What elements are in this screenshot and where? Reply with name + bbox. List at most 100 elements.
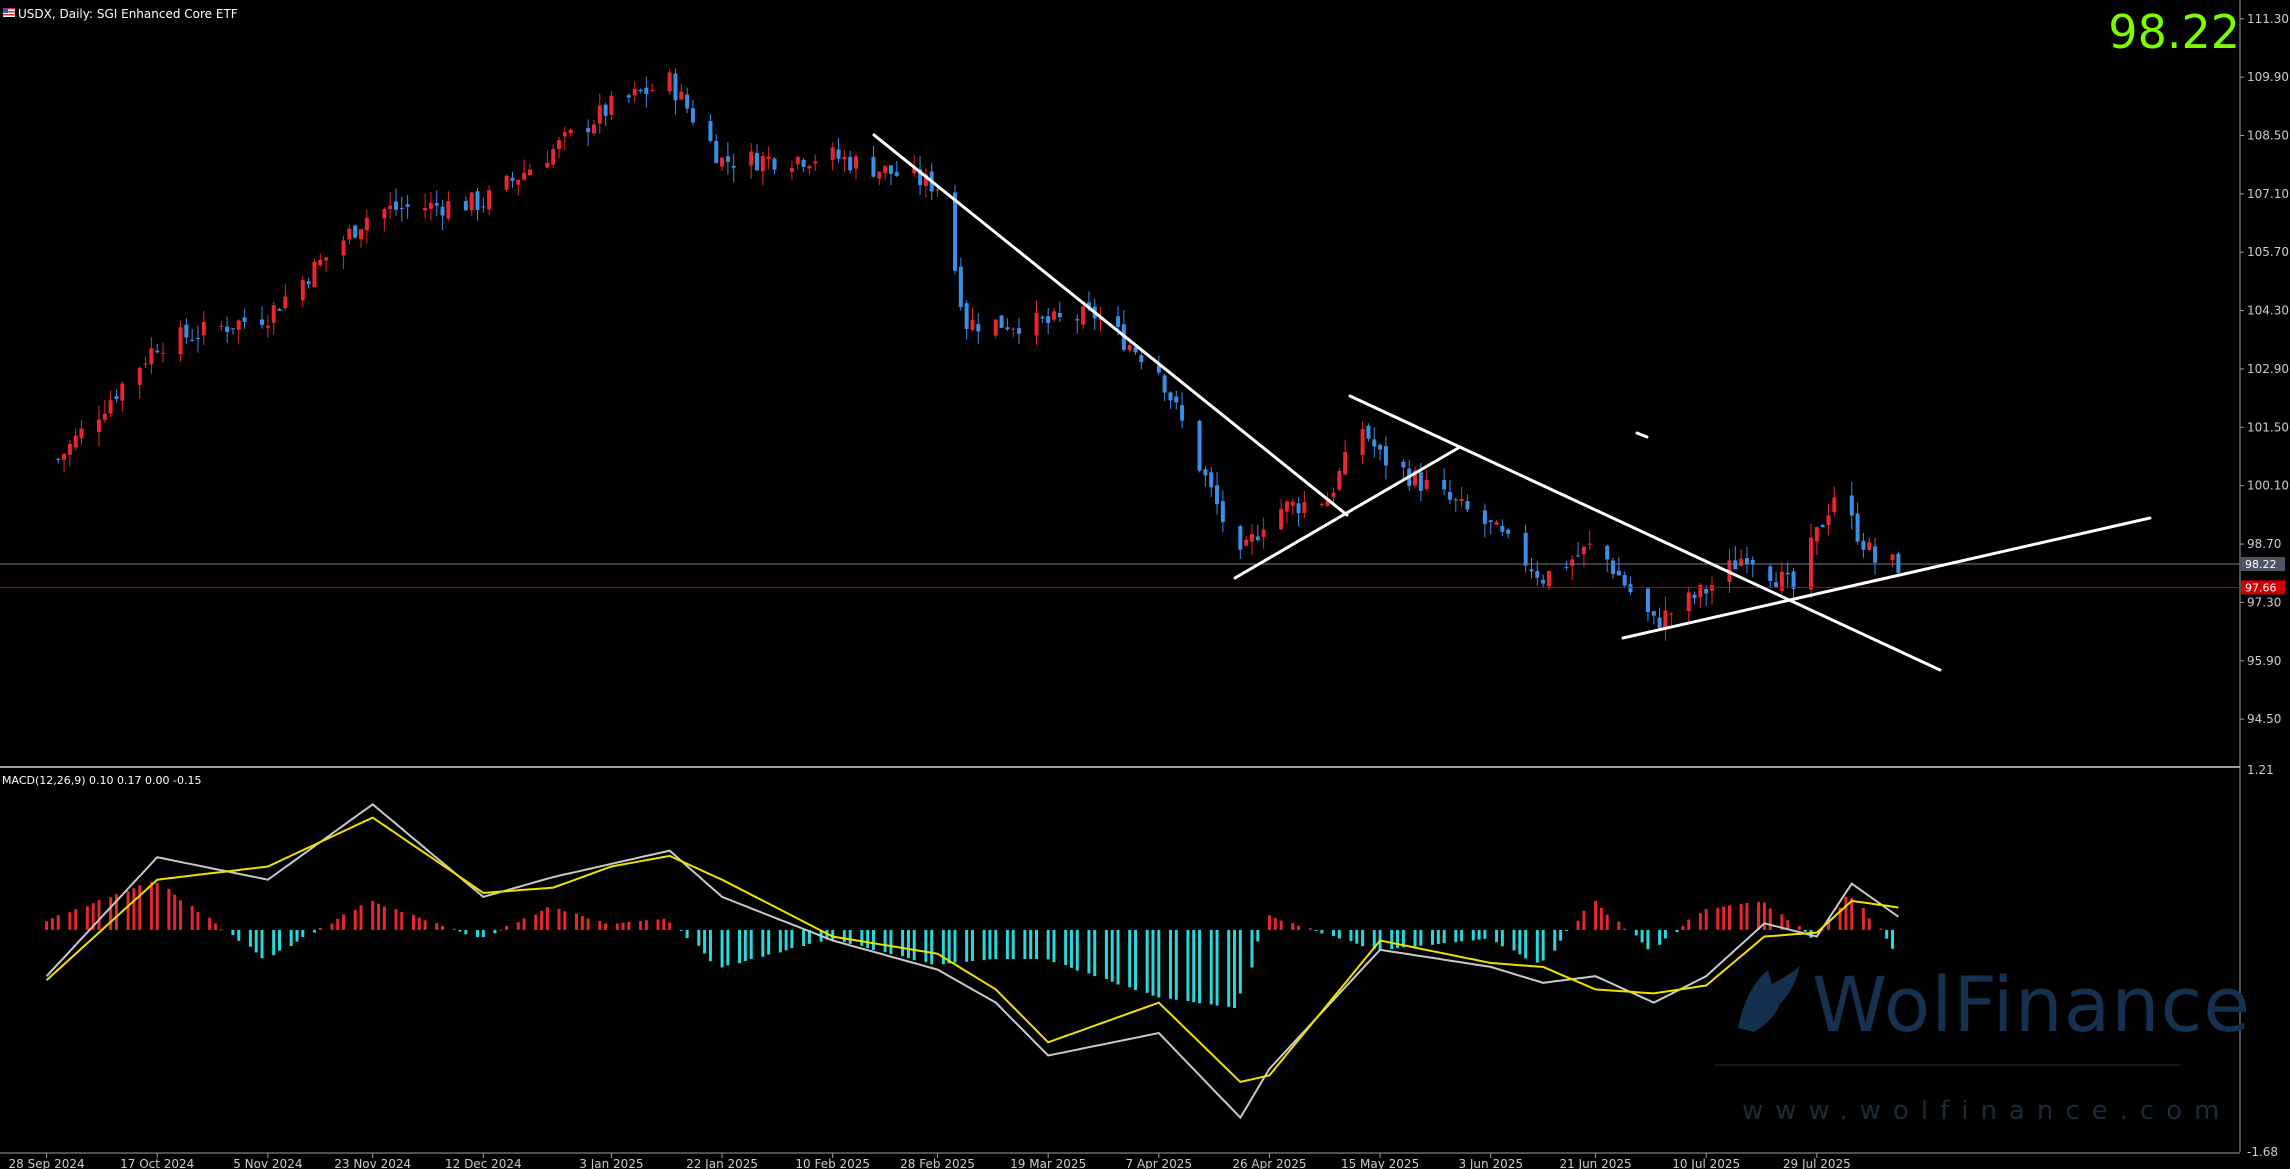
macd-hist-bar [1250,929,1254,968]
candle [1541,574,1546,588]
trendline-3 [1348,394,1942,672]
candle [1529,558,1534,579]
macd-hist-bar [1826,918,1830,930]
candle [673,68,678,115]
macd-hist-bar [155,882,159,930]
macd-hist-bar [417,917,421,930]
candle [1768,564,1773,589]
candle [1255,524,1260,542]
ref-price-label: 97.66 [2245,581,2277,594]
candle [242,308,247,329]
candle [306,277,311,289]
macd-hist-bar [1524,929,1528,959]
price-tick-label: 97.30 [2247,595,2281,609]
candle [1238,524,1243,560]
price-tick-label: 94.50 [2247,712,2281,726]
candle [679,83,684,101]
macd-hist-bar [1559,929,1563,941]
candle [1686,586,1691,623]
macd-hist-bar [1850,897,1854,930]
macd-hist-bar [1745,902,1749,930]
macd-hist-bar [1390,929,1394,950]
macd-hist-bar [1634,929,1638,936]
price-tick-label: 100.10 [2247,479,2289,493]
candle [1791,567,1796,598]
macd-hist-bar [545,907,549,930]
candle [1779,561,1784,594]
macd-hist-bar [988,929,992,960]
candle [1040,314,1045,324]
macd-hist-bar [1780,914,1784,930]
time-tick-label: 7 Apr 2025 [1126,1157,1193,1169]
macd-hist-bar [435,923,439,930]
candle [347,224,352,245]
macd-hist-bar [359,905,363,930]
candle [1587,530,1592,550]
candle [1209,467,1214,497]
candle [714,134,719,164]
candle [1482,503,1487,538]
macd-hist-bar [1431,929,1434,945]
macd-hist-bar [842,929,846,942]
macd-hist-bar [237,929,241,941]
macd-hist-bar [662,918,666,930]
candle [1034,299,1039,346]
candle [1302,490,1307,519]
macd-hist-bar [458,929,462,932]
candle [970,307,975,332]
trendline-4 [1621,516,2152,640]
macd-hist-bar [74,909,78,930]
candle [760,151,765,186]
candle [1465,494,1470,513]
macd-hist-bar [697,929,701,946]
candle [516,179,521,196]
macd-hist-bar [540,910,544,930]
macd-hist-bar [1064,929,1068,965]
candle [283,284,288,311]
macd-hist-bar [889,929,893,955]
macd-hist-bar [1332,929,1336,936]
macd-hist-bar [1471,929,1475,941]
macd-hist-bar [621,922,625,930]
candle [1890,553,1895,567]
macd-hist-bar [1372,929,1376,949]
macd-hist-bar [1460,929,1464,942]
current-price-display: 98.22 [2108,5,2240,59]
macd-hist-bar [208,917,212,930]
macd-hist-bar [668,922,672,930]
macd-hist-bar [1564,929,1568,931]
candle [1046,307,1051,335]
macd-hist-bar [965,929,969,962]
macd-hist-bar [85,906,89,930]
candle [79,420,84,446]
candle [434,190,439,217]
macd-hist-bar [272,929,276,956]
candle [964,299,969,340]
candle [56,457,61,464]
candle [597,93,602,134]
candle [1378,443,1383,461]
macd-hist-bar [831,929,835,940]
macd-hist-bar [149,882,153,930]
macd-hist-bar [1005,929,1009,960]
macd-hist-bar [1821,929,1825,931]
macd-hist-bar [1786,920,1790,930]
candle [190,329,195,343]
macd-hist-bar [1541,929,1545,961]
macd-hist-bar [1029,929,1033,960]
macd-hist-bar [738,929,742,964]
macd-hist-bar [743,929,747,962]
time-axis: 28 Sep 2024 17 Oct 2024 5 Nov 2024 23 Nov 2… [9,1153,1851,1169]
macd-hist-bar [1885,929,1889,939]
macd-tick-label: -1.68 [2247,1145,2278,1159]
candle [219,321,224,332]
candle [388,192,393,219]
time-tick-label: 29 Jul 2025 [1783,1157,1851,1169]
candle [644,76,649,108]
macd-hist-bar [871,929,875,951]
candle [731,153,736,183]
macd-hist-bar [1209,929,1213,1005]
time-tick-label: 10 Feb 2025 [795,1157,870,1169]
macd-hist-bar [1582,910,1586,930]
